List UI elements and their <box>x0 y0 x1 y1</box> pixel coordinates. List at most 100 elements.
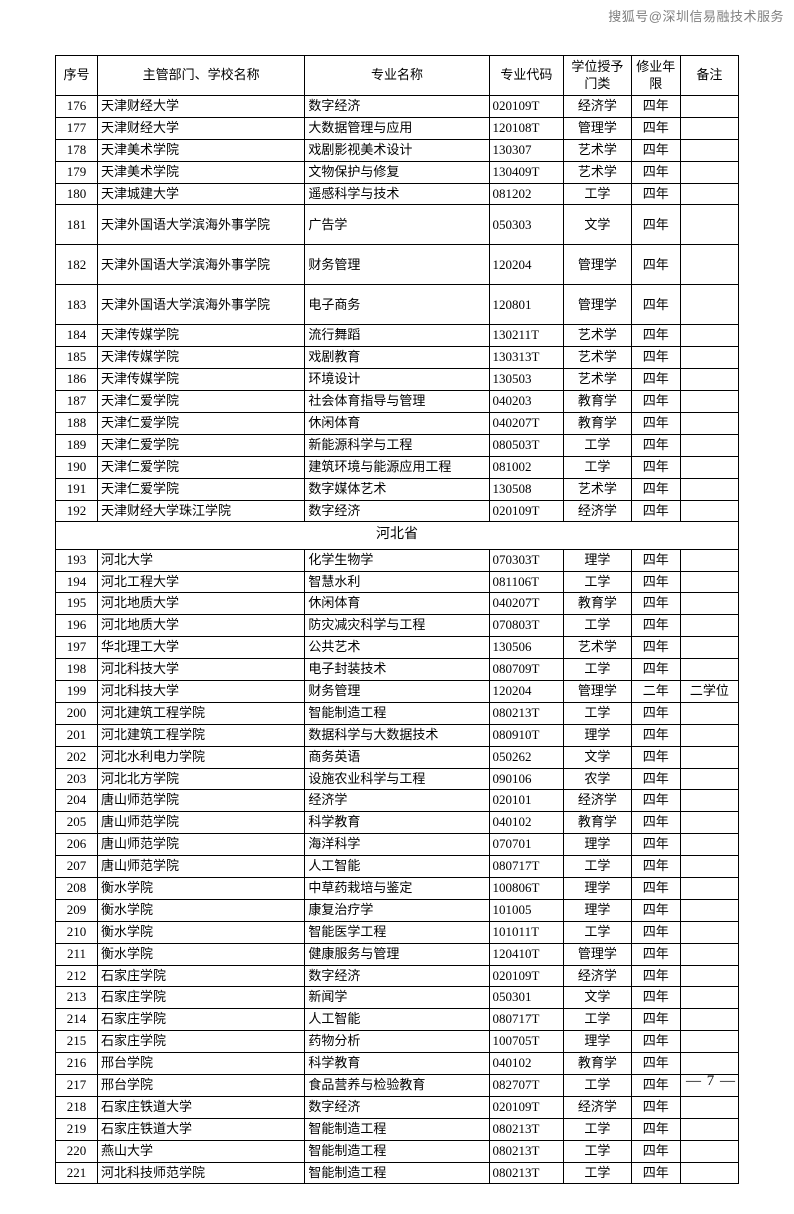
table-cell <box>680 369 738 391</box>
table-cell: 建筑环境与能源应用工程 <box>305 456 489 478</box>
table-cell: 理学 <box>564 878 632 900</box>
table-cell: 河北科技大学 <box>97 659 304 681</box>
table-cell: 198 <box>56 659 98 681</box>
table-cell: 经济学 <box>564 500 632 522</box>
table-cell: 176 <box>56 96 98 118</box>
table-cell: 120204 <box>489 245 564 285</box>
table-cell: 081106T <box>489 571 564 593</box>
table-cell: 四年 <box>631 702 680 724</box>
table-cell: 天津外国语大学滨海外事学院 <box>97 285 304 325</box>
table-row: 183天津外国语大学滨海外事学院电子商务120801管理学四年 <box>56 285 739 325</box>
table-row: 197华北理工大学公共艺术130506艺术学四年 <box>56 637 739 659</box>
table-cell: 四年 <box>631 746 680 768</box>
table-cell: 人工智能 <box>305 1009 489 1031</box>
table-cell: 196 <box>56 615 98 637</box>
table-cell: 工学 <box>564 702 632 724</box>
table-cell: 四年 <box>631 921 680 943</box>
table-cell: 数字媒体艺术 <box>305 478 489 500</box>
table-cell: 工学 <box>564 615 632 637</box>
table-cell: 221 <box>56 1162 98 1184</box>
table-cell: 四年 <box>631 965 680 987</box>
table-cell: 090106 <box>489 768 564 790</box>
table-cell: 天津美术学院 <box>97 139 304 161</box>
table-cell: 河北大学 <box>97 549 304 571</box>
table-cell: 二学位 <box>680 681 738 703</box>
table-cell: 流行舞蹈 <box>305 325 489 347</box>
table-cell: 理学 <box>564 549 632 571</box>
table-cell: 050301 <box>489 987 564 1009</box>
table-cell: 天津财经大学 <box>97 117 304 139</box>
page-number: — 7 — <box>686 1073 736 1090</box>
table-cell: 120410T <box>489 943 564 965</box>
table-cell <box>680 899 738 921</box>
table-cell: 070803T <box>489 615 564 637</box>
table-cell: 四年 <box>631 205 680 245</box>
table-row: 204唐山师范学院经济学020101经济学四年 <box>56 790 739 812</box>
table-cell: 文学 <box>564 205 632 245</box>
table-cell: 遥感科学与技术 <box>305 183 489 205</box>
table-row: 209衡水学院康复治疗学101005理学四年 <box>56 899 739 921</box>
table-cell: 石家庄学院 <box>97 1031 304 1053</box>
table-cell: 203 <box>56 768 98 790</box>
table-row: 195河北地质大学休闲体育040207T教育学四年 <box>56 593 739 615</box>
table-cell: 四年 <box>631 768 680 790</box>
table-cell: 四年 <box>631 1096 680 1118</box>
table-cell: 河北北方学院 <box>97 768 304 790</box>
table-cell: 衡水学院 <box>97 878 304 900</box>
table-cell <box>680 965 738 987</box>
table-row: 176天津财经大学数字经济020109T经济学四年 <box>56 96 739 118</box>
table-cell: 科学教育 <box>305 1053 489 1075</box>
table-row: 205唐山师范学院科学教育040102教育学四年 <box>56 812 739 834</box>
table-cell: 206 <box>56 834 98 856</box>
table-cell: 189 <box>56 434 98 456</box>
table-cell <box>680 790 738 812</box>
table-cell: 四年 <box>631 347 680 369</box>
table-cell: 人工智能 <box>305 856 489 878</box>
table-cell: 天津财经大学珠江学院 <box>97 500 304 522</box>
table-cell <box>680 117 738 139</box>
table-cell: 工学 <box>564 921 632 943</box>
table-cell: 科学教育 <box>305 812 489 834</box>
table-cell: 大数据管理与应用 <box>305 117 489 139</box>
table-cell: 181 <box>56 205 98 245</box>
table-cell <box>680 943 738 965</box>
table-cell: 石家庄学院 <box>97 965 304 987</box>
table-cell <box>680 1053 738 1075</box>
table-cell: 数字经济 <box>305 1096 489 1118</box>
table-cell: 天津仁爱学院 <box>97 434 304 456</box>
table-cell: 214 <box>56 1009 98 1031</box>
table-cell: 工学 <box>564 856 632 878</box>
table-cell: 数据科学与大数据技术 <box>305 724 489 746</box>
table-cell: 天津仁爱学院 <box>97 391 304 413</box>
table-cell: 四年 <box>631 637 680 659</box>
table-cell: 教育学 <box>564 1053 632 1075</box>
table-cell: 四年 <box>631 899 680 921</box>
table-cell: 唐山师范学院 <box>97 790 304 812</box>
table-cell <box>680 183 738 205</box>
table-cell: 社会体育指导与管理 <box>305 391 489 413</box>
table-row: 216邢台学院科学教育040102教育学四年 <box>56 1053 739 1075</box>
table-cell: 四年 <box>631 856 680 878</box>
table-cell: 经济学 <box>564 1096 632 1118</box>
table-cell: 文学 <box>564 746 632 768</box>
table-cell: 四年 <box>631 878 680 900</box>
table-cell: 教育学 <box>564 413 632 435</box>
table-cell: 工学 <box>564 434 632 456</box>
table-cell <box>680 285 738 325</box>
table-cell: 188 <box>56 413 98 435</box>
table-row: 189天津仁爱学院新能源科学与工程080503T工学四年 <box>56 434 739 456</box>
table-cell: 唐山师范学院 <box>97 812 304 834</box>
table-cell: 教育学 <box>564 812 632 834</box>
table-cell <box>680 724 738 746</box>
table-cell: 215 <box>56 1031 98 1053</box>
table-cell <box>680 878 738 900</box>
table-cell: 数字经济 <box>305 96 489 118</box>
table-cell <box>680 1140 738 1162</box>
table-cell: 220 <box>56 1140 98 1162</box>
table-row: 187天津仁爱学院社会体育指导与管理040203教育学四年 <box>56 391 739 413</box>
table-cell: 药物分析 <box>305 1031 489 1053</box>
table-cell: 新能源科学与工程 <box>305 434 489 456</box>
table-row: 221河北科技师范学院智能制造工程080213T工学四年 <box>56 1162 739 1184</box>
header-note: 备注 <box>680 56 738 96</box>
table-cell: 040207T <box>489 593 564 615</box>
